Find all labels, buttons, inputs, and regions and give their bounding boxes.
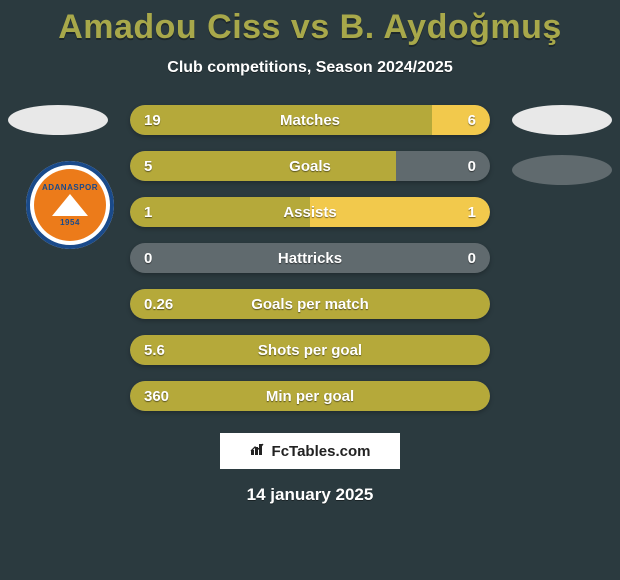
bar-left — [130, 151, 396, 181]
stat-row: 1Assists1 — [130, 197, 490, 227]
stat-rows: 19Matches6 5Goals0 1Assists1 0 Hattricks 0 0.2… — [130, 105, 490, 411]
chart-icon — [250, 442, 268, 460]
source-footer: FcTables.com — [220, 433, 400, 469]
bar-left — [130, 289, 490, 319]
club-logo-name: ADANASPOR — [42, 183, 98, 192]
source-site-label: FcTables.com — [272, 443, 371, 460]
bar-left — [130, 197, 310, 227]
club-logo-inner: ADANASPOR 1954 — [34, 169, 106, 241]
stat-row: 360Min per goal — [130, 381, 490, 411]
stat-label: Hattricks — [278, 250, 342, 267]
player1-flag-badge — [8, 105, 108, 135]
stat-value-left: 0 — [144, 250, 184, 267]
stat-row: 5.6Shots per goal — [130, 335, 490, 365]
stat-row: 0 Hattricks 0 — [130, 243, 490, 273]
footer-date: 14 january 2025 — [0, 485, 620, 505]
club-logo-year: 1954 — [60, 218, 80, 227]
comparison-panel: ADANASPOR 1954 19Matches6 5Goals0 1Assists… — [0, 105, 620, 411]
player2-flag-badge — [512, 105, 612, 135]
bar-left — [130, 105, 432, 135]
player2-club-badge — [512, 155, 612, 185]
stat-value-right: 0 — [436, 250, 476, 267]
bar-right — [432, 105, 490, 135]
bar-left — [130, 335, 490, 365]
player1-club-logo: ADANASPOR 1954 — [26, 161, 114, 249]
stat-row: 0.26Goals per match — [130, 289, 490, 319]
stat-row: 19Matches6 — [130, 105, 490, 135]
club-logo-emblem-icon — [52, 194, 88, 216]
season-subtitle: Club competitions, Season 2024/2025 — [0, 59, 620, 77]
stat-row: 5Goals0 — [130, 151, 490, 181]
comparison-title: Amadou Ciss vs B. Aydoğmuş — [0, 0, 620, 47]
bar-left — [130, 381, 490, 411]
stat-value-right: 0 — [436, 158, 476, 175]
stat-row-content: 0 Hattricks 0 — [130, 243, 490, 273]
bar-right — [310, 197, 490, 227]
